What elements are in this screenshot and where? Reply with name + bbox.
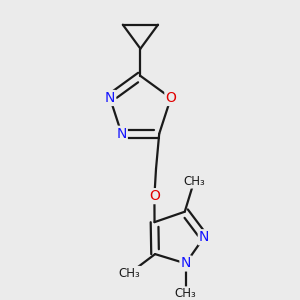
Text: CH₃: CH₃ — [175, 287, 196, 300]
Text: N: N — [105, 91, 115, 105]
Text: O: O — [165, 91, 176, 105]
Text: CH₃: CH₃ — [119, 267, 140, 280]
Text: N: N — [116, 127, 127, 141]
Text: CH₃: CH₃ — [183, 175, 205, 188]
Text: N: N — [181, 256, 191, 270]
Text: N: N — [199, 230, 209, 244]
Text: O: O — [149, 189, 160, 203]
